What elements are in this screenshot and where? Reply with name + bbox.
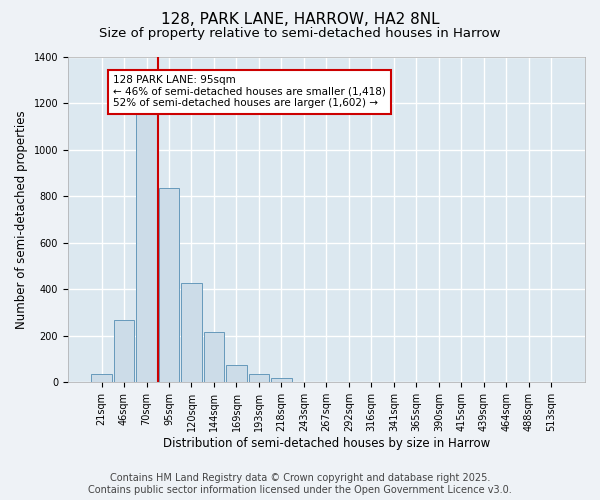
Text: 128, PARK LANE, HARROW, HA2 8NL: 128, PARK LANE, HARROW, HA2 8NL — [161, 12, 439, 28]
Text: Contains HM Land Registry data © Crown copyright and database right 2025.
Contai: Contains HM Land Registry data © Crown c… — [88, 474, 512, 495]
Y-axis label: Number of semi-detached properties: Number of semi-detached properties — [15, 110, 28, 328]
Bar — [204, 332, 224, 382]
Bar — [114, 320, 134, 382]
X-axis label: Distribution of semi-detached houses by size in Harrow: Distribution of semi-detached houses by … — [163, 437, 490, 450]
Text: 128 PARK LANE: 95sqm
← 46% of semi-detached houses are smaller (1,418)
52% of se: 128 PARK LANE: 95sqm ← 46% of semi-detac… — [113, 75, 386, 108]
Bar — [91, 374, 112, 382]
Bar — [271, 378, 292, 382]
Bar — [181, 284, 202, 382]
Bar — [249, 374, 269, 382]
Bar — [159, 188, 179, 382]
Text: Size of property relative to semi-detached houses in Harrow: Size of property relative to semi-detach… — [99, 28, 501, 40]
Bar — [136, 112, 157, 382]
Bar — [226, 365, 247, 382]
